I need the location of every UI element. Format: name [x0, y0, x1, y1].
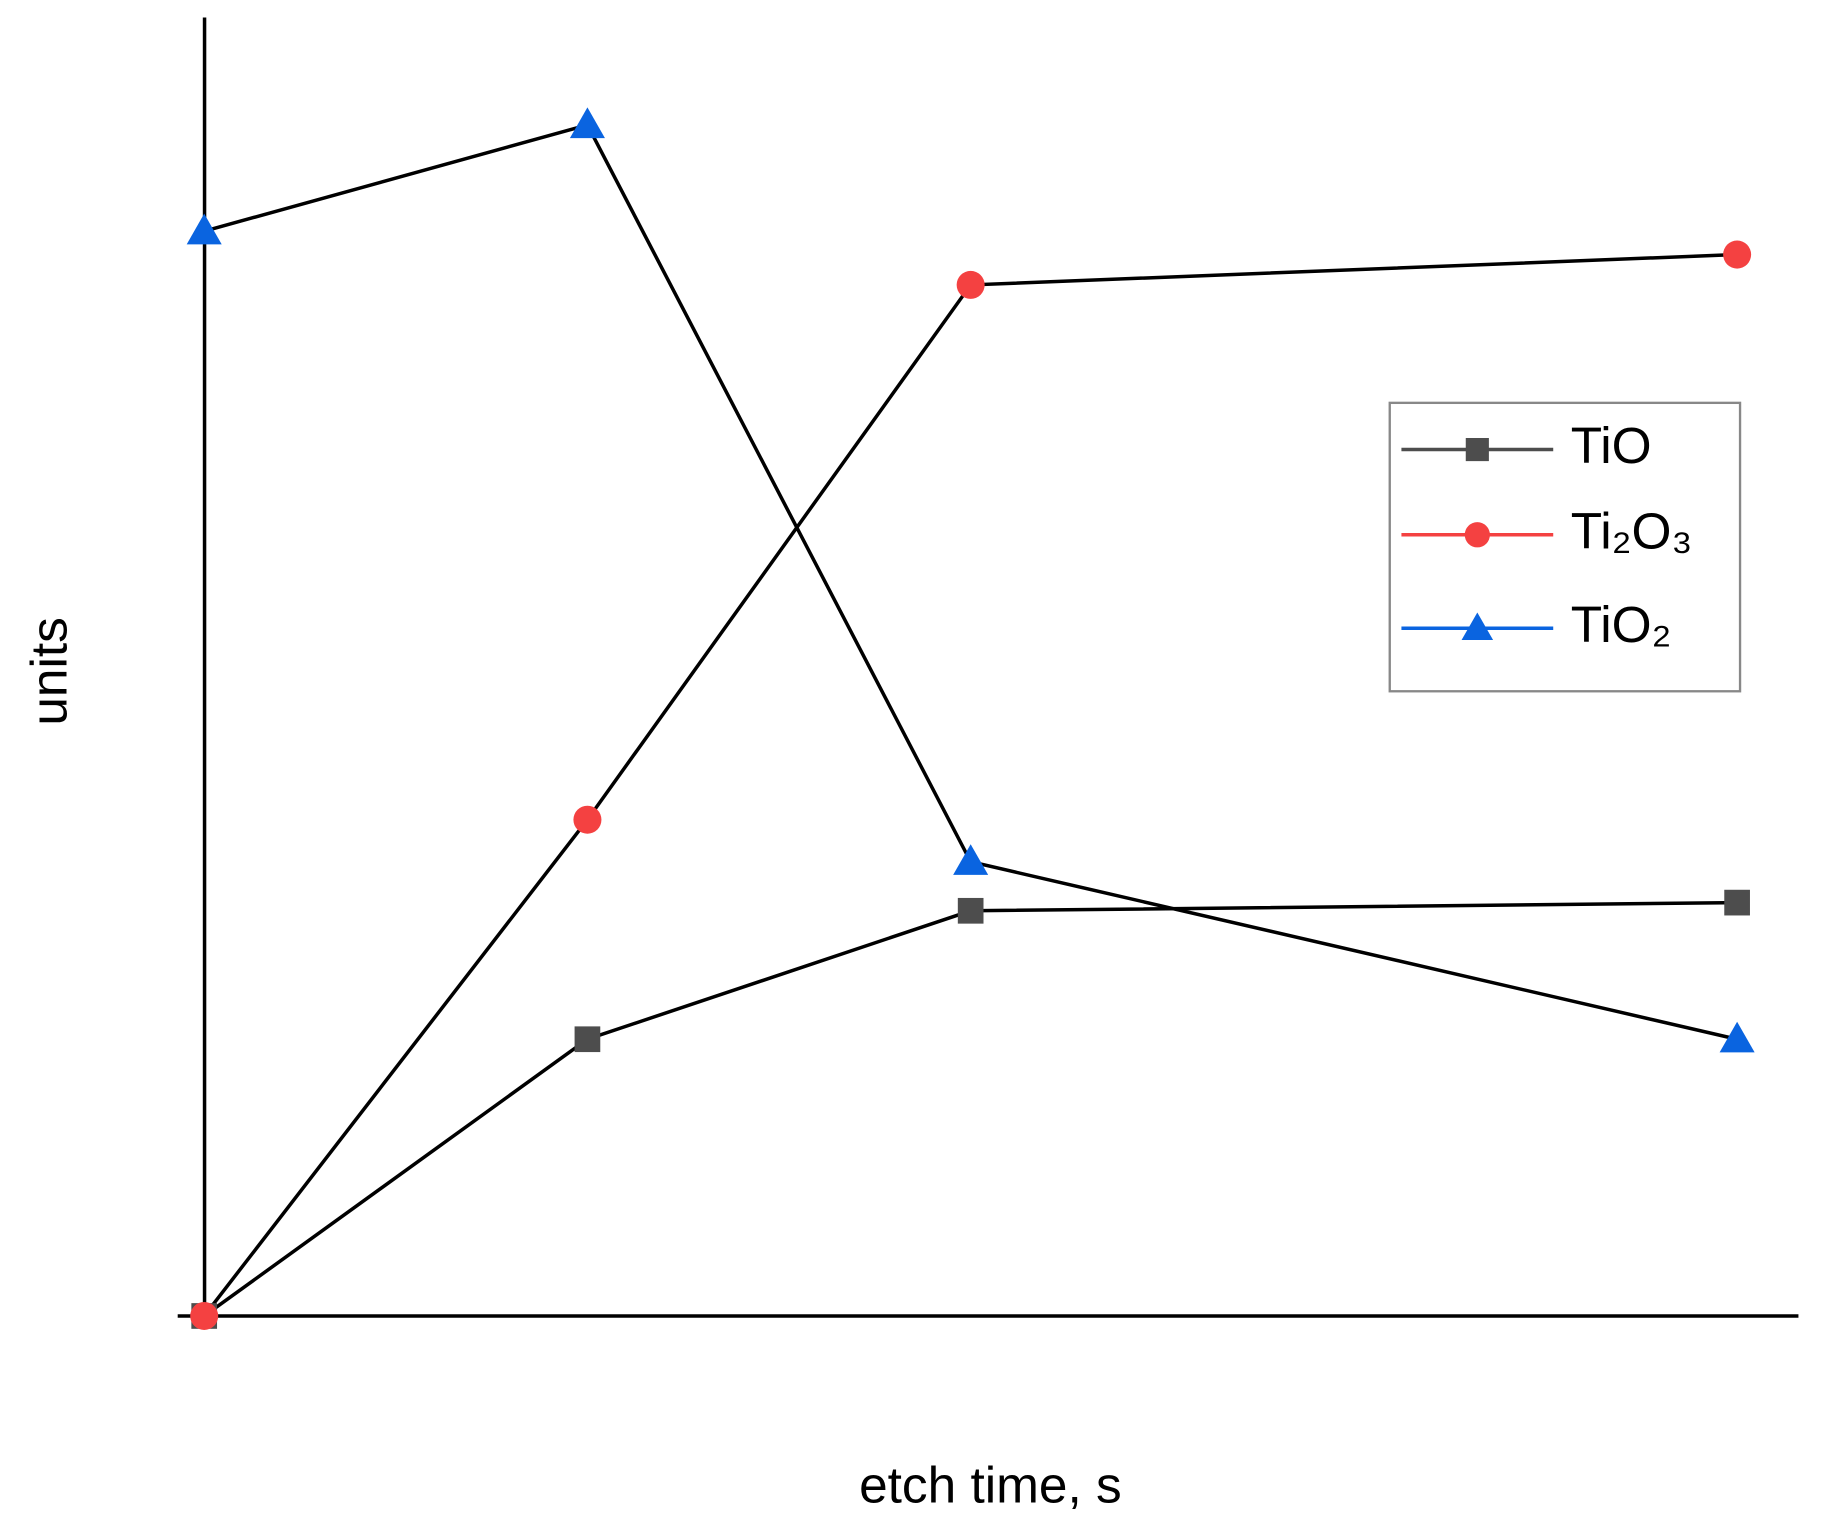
legend-label: Ti₂O₃ — [1571, 501, 1693, 559]
marker — [1464, 522, 1490, 548]
series-line — [203, 122, 1738, 1041]
legend-label: TiO₂ — [1571, 595, 1672, 653]
marker — [957, 897, 984, 924]
marker — [1461, 612, 1494, 641]
marker — [574, 1026, 601, 1053]
marker — [1719, 1021, 1755, 1053]
marker — [186, 213, 222, 245]
y-axis-label: units — [19, 617, 77, 726]
series-line — [203, 900, 1738, 1318]
marker — [956, 270, 985, 299]
marker — [1723, 240, 1752, 269]
marker — [1724, 889, 1750, 916]
series-line — [202, 252, 1738, 1318]
marker — [953, 844, 989, 875]
marker — [573, 805, 602, 834]
x-axis-label: etch time, s — [859, 1455, 1122, 1513]
legend-label: TiO — [1571, 416, 1652, 474]
marker — [1465, 437, 1489, 462]
marker — [190, 1301, 219, 1330]
marker — [569, 107, 605, 139]
